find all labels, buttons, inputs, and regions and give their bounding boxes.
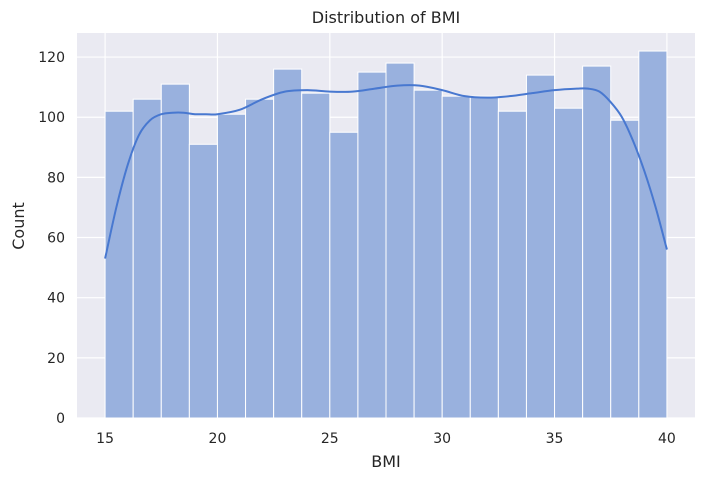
- tick-layer: 15 20 25 30 35 40 0 20 40 60 80 100 120: [38, 50, 676, 447]
- y-tick-label: 120: [38, 50, 65, 66]
- histogram-bar: [132, 98, 162, 419]
- y-tick-label: 100: [38, 110, 65, 126]
- kde-layer: [104, 84, 668, 259]
- y-tick-label: 80: [47, 170, 65, 186]
- histogram-bar: [554, 107, 584, 419]
- y-tick-label: 60: [47, 231, 65, 247]
- histogram-bar: [357, 71, 387, 419]
- x-tick-label: 35: [546, 431, 564, 447]
- histogram-bar: [413, 89, 443, 419]
- x-tick-label: 15: [96, 431, 114, 447]
- histogram-bar: [245, 98, 275, 419]
- x-axis-label: BMI: [371, 452, 401, 471]
- kde-line: [104, 84, 668, 259]
- histogram-bar: [160, 83, 190, 419]
- histogram-bar: [188, 143, 218, 419]
- histogram-bar: [525, 74, 556, 419]
- histogram-bar: [301, 92, 331, 419]
- histogram-bar: [582, 65, 612, 419]
- y-tick-label: 40: [47, 291, 65, 307]
- bar-layer: [104, 50, 668, 419]
- x-tick-label: 40: [658, 431, 676, 447]
- histogram-bar: [216, 113, 247, 419]
- x-tick-label: 25: [321, 431, 339, 447]
- histogram-bar: [610, 119, 640, 419]
- y-axis-label: Count: [9, 202, 28, 250]
- x-tick-label: 30: [433, 431, 451, 447]
- y-tick-label: 20: [47, 351, 65, 367]
- histogram-bar: [385, 62, 415, 419]
- histogram-bar: [104, 110, 134, 419]
- histogram-bar: [273, 68, 303, 419]
- histogram-bar: [469, 95, 499, 419]
- x-tick-label: 20: [209, 431, 227, 447]
- histogram-bar: [497, 110, 527, 419]
- y-tick-label: 0: [56, 411, 65, 427]
- chart-title: Distribution of BMI: [312, 8, 460, 27]
- histogram-bar: [329, 131, 359, 419]
- histogram-bar: [441, 95, 471, 419]
